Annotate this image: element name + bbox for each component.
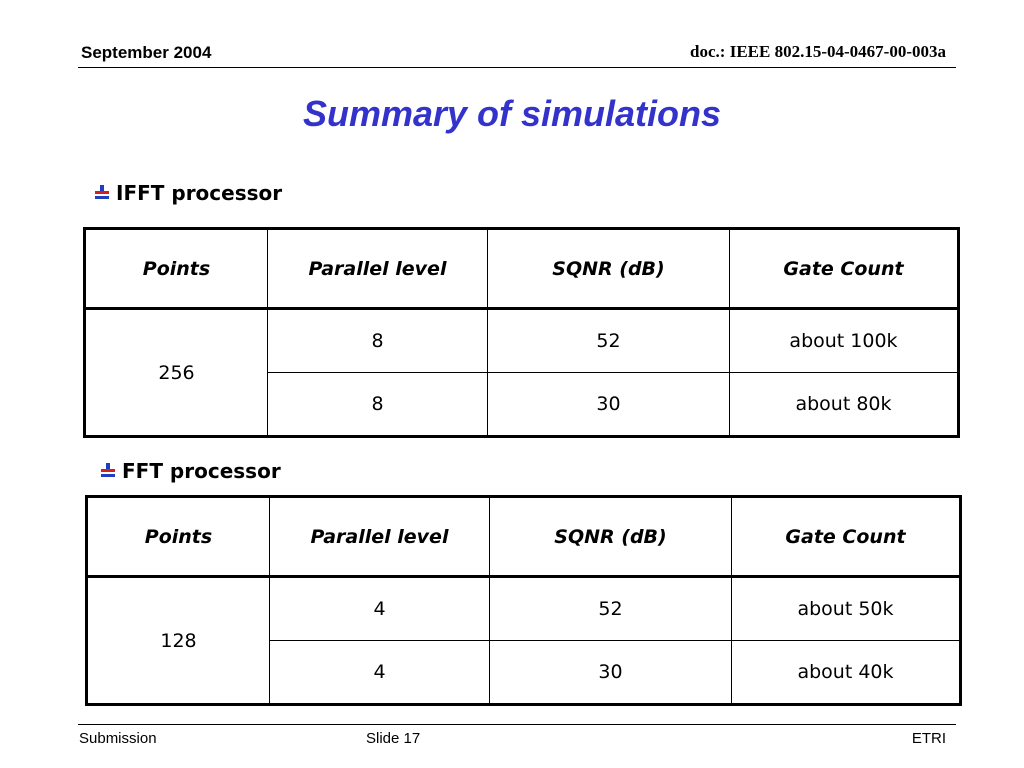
column-header-sqnr: SQNR (dB) [489, 496, 732, 577]
column-header-sqnr: SQNR (dB) [487, 228, 730, 309]
footer-submission: Submission [79, 730, 157, 747]
header-date: September 2004 [81, 43, 212, 62]
footer-slide-number: Slide 17 [366, 730, 421, 747]
section-bullet-ifft: IFFT processor [95, 181, 282, 205]
parallel-level-cell: 8 [267, 372, 488, 437]
section-heading: IFFT processor [116, 181, 283, 205]
section-heading: FFT processor [122, 459, 281, 483]
parallel-level-cell: 4 [269, 640, 490, 705]
points-cell: 256 [84, 308, 268, 437]
section-bullet-fft: FFT processor [101, 459, 281, 483]
sqnr-cell: 30 [487, 372, 730, 437]
parallel-level-cell: 8 [267, 308, 488, 373]
column-header-points: Points [84, 228, 268, 309]
table-row: 128 4 52 about 50k [86, 576, 961, 705]
table-header-row: Points Parallel level SQNR (dB) Gate Cou… [86, 496, 961, 577]
header-doc-id: doc.: IEEE 802.15-04-0467-00-003a [690, 42, 946, 61]
ifft-table: Points Parallel level SQNR (dB) Gate Cou… [83, 227, 960, 438]
header-divider [78, 67, 956, 68]
table-row: 8 30 about 80k [85, 372, 959, 437]
footer-divider [78, 724, 956, 725]
table-header-row: Points Parallel level SQNR (dB) Gate Cou… [84, 228, 959, 309]
sqnr-cell: 52 [489, 576, 732, 641]
fft-table: Points Parallel level SQNR (dB) Gate Cou… [85, 495, 962, 706]
sqnr-cell: 30 [489, 640, 732, 705]
column-header-gate-count: Gate Count [731, 496, 961, 577]
gate-count-cell: about 80k [729, 372, 959, 437]
column-header-parallel-level: Parallel level [267, 228, 488, 309]
footer-organization: ETRI [911, 730, 946, 747]
points-cell: 128 [86, 576, 270, 705]
gate-count-cell: about 50k [731, 576, 961, 641]
slide-title: Summary of simulations [302, 93, 722, 134]
parallel-level-cell: 4 [269, 576, 490, 641]
table-row: 256 8 52 about 100k [84, 308, 959, 437]
table-row: 4 30 about 40k [87, 640, 961, 705]
gate-count-cell: about 100k [729, 308, 959, 373]
column-header-points: Points [86, 496, 270, 577]
column-header-gate-count: Gate Count [729, 228, 959, 309]
bullet-arrow-icon [101, 463, 115, 477]
gate-count-cell: about 40k [731, 640, 961, 705]
sqnr-cell: 52 [487, 308, 730, 373]
bullet-arrow-icon [95, 185, 109, 199]
column-header-parallel-level: Parallel level [269, 496, 490, 577]
